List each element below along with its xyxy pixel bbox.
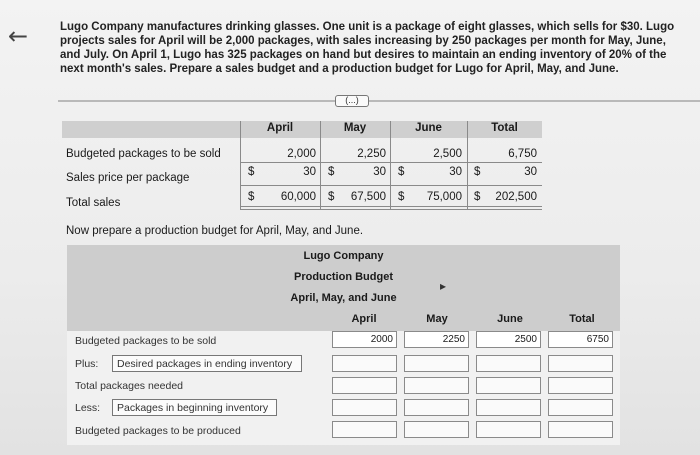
grid-line	[320, 121, 321, 209]
prod-row-prefix: Plus:	[75, 358, 99, 370]
prod-input-april[interactable]: 2000	[332, 331, 397, 348]
period-title: April, May, and June	[290, 292, 397, 304]
prod-input-may[interactable]: 2250	[404, 331, 469, 348]
prod-input-june[interactable]: 2500	[476, 331, 541, 348]
prod-input-june[interactable]	[476, 355, 541, 372]
dollar-sign: $	[474, 166, 481, 178]
prod-input-may[interactable]	[404, 355, 469, 372]
mouse-pointer-icon: ▸	[440, 279, 447, 293]
prod-input-may[interactable]	[404, 377, 469, 394]
prompt-production: Now prepare a production budget for Apri…	[66, 225, 364, 237]
prod-col-may: May	[426, 313, 448, 325]
sales-row-label: Sales price per package	[66, 172, 190, 184]
sales-col-april: April	[266, 122, 294, 134]
sales-cell[interactable]: 2,500	[433, 148, 462, 160]
sales-cell[interactable]: 30	[449, 166, 462, 178]
production-budget-table: Lugo Company Production Budget April, Ma…	[67, 245, 620, 445]
grid-line	[240, 185, 542, 186]
prod-row-label: Budgeted packages to be produced	[75, 425, 241, 437]
sales-cell[interactable]: 6,750	[508, 148, 537, 160]
grid-line	[467, 121, 468, 209]
sales-col-total: Total	[491, 122, 518, 134]
sales-row-label: Budgeted packages to be sold	[66, 148, 221, 160]
ending-inventory-label-input[interactable]: Desired packages in ending inventory	[112, 355, 302, 372]
sales-cell[interactable]: 30	[524, 166, 537, 178]
grid-line	[240, 209, 542, 210]
prod-input-total[interactable]: 6750	[548, 331, 613, 348]
prod-input-april[interactable]	[332, 377, 397, 394]
sales-cell[interactable]: 2,250	[357, 148, 386, 160]
dollar-sign: $	[398, 191, 405, 203]
budget-title: Production Budget	[294, 271, 393, 283]
grid-line	[240, 121, 241, 209]
prod-input-total[interactable]	[548, 377, 613, 394]
prod-input-april[interactable]	[332, 399, 397, 416]
prod-input-june[interactable]	[476, 377, 541, 394]
prod-input-april[interactable]	[332, 355, 397, 372]
prod-input-may[interactable]	[404, 399, 469, 416]
grid-line	[390, 121, 391, 209]
dollar-sign: $	[398, 166, 405, 178]
sales-cell[interactable]: 75,000	[426, 191, 462, 203]
prod-col-total: Total	[569, 313, 595, 325]
dollar-sign: $	[474, 191, 481, 203]
expand-more-button[interactable]: (...)	[335, 95, 369, 107]
sales-cell[interactable]: 67,500	[350, 191, 386, 203]
sales-cell[interactable]: 30	[373, 166, 386, 178]
sales-header-band	[62, 121, 542, 138]
dollar-sign: $	[328, 166, 335, 178]
dollar-sign: $	[328, 191, 335, 203]
prod-row-label: Budgeted packages to be sold	[75, 335, 217, 347]
sales-cell[interactable]: 2,000	[287, 148, 316, 160]
prod-input-may[interactable]	[404, 421, 469, 438]
sales-cell[interactable]: 202,500	[495, 191, 537, 203]
prod-input-total[interactable]	[548, 399, 613, 416]
dollar-sign: $	[248, 191, 255, 203]
back-arrow-icon[interactable]: ←	[8, 22, 29, 50]
problem-statement: Lugo Company manufactures drinking glass…	[60, 21, 675, 75]
prod-row-label: Total packages needed	[75, 380, 183, 392]
prod-input-june[interactable]	[476, 421, 541, 438]
prod-input-total[interactable]	[548, 355, 613, 372]
prod-input-june[interactable]	[476, 399, 541, 416]
grid-line	[240, 162, 542, 163]
sales-col-may: May	[343, 122, 367, 134]
dollar-sign: $	[248, 166, 255, 178]
sales-cell[interactable]: 60,000	[280, 191, 316, 203]
prod-input-total[interactable]	[548, 421, 613, 438]
prod-row-prefix: Less:	[75, 402, 101, 414]
prod-col-april: April	[351, 313, 377, 325]
company-title: Lugo Company	[303, 250, 384, 262]
sales-budget-table: April May June Total Budgeted packages t…	[62, 118, 542, 216]
divider	[58, 100, 700, 102]
prod-input-april[interactable]	[332, 421, 397, 438]
grid-line	[240, 206, 542, 207]
beginning-inventory-label-input[interactable]: Packages in beginning inventory	[112, 399, 277, 416]
sales-row-label: Total sales	[66, 197, 121, 209]
sales-col-june: June	[415, 122, 442, 134]
prod-col-june: June	[497, 313, 523, 325]
sales-cell[interactable]: 30	[303, 166, 316, 178]
